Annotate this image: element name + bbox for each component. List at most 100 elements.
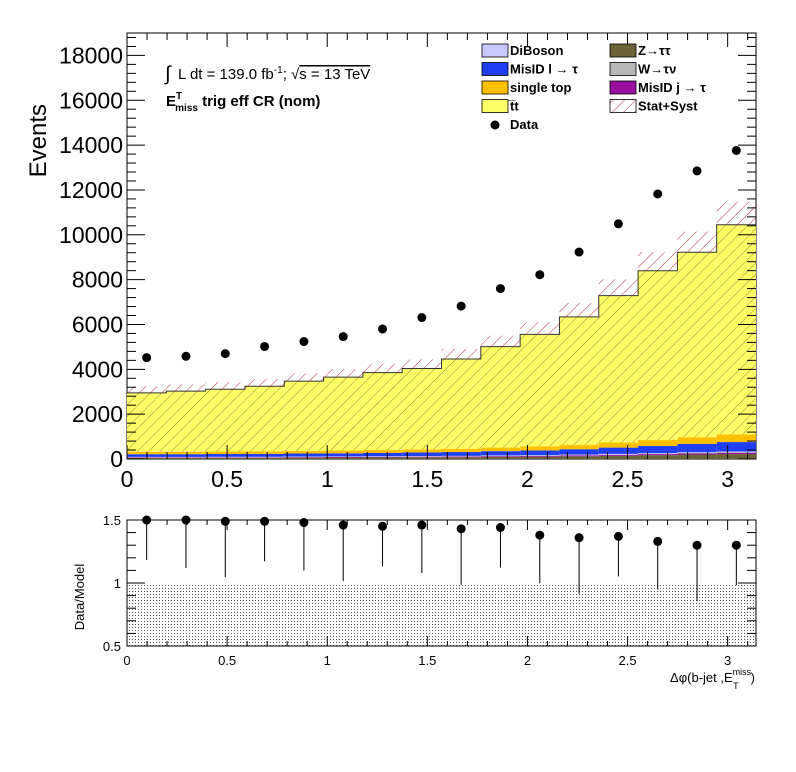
ratio-point-7: [417, 520, 427, 530]
bar-0-6: [362, 457, 403, 459]
data-point-6: [378, 324, 388, 334]
bar-1-6: [362, 456, 403, 458]
bar-0-13: [638, 455, 678, 459]
ratio-ytick-label-1: 1: [114, 576, 121, 591]
bar-0-7: [402, 457, 442, 459]
bar-0-4: [284, 457, 324, 459]
model-hatch-14: [677, 252, 717, 438]
model-hatch-3: [244, 386, 285, 452]
model-hatch-1: [166, 391, 206, 452]
data-point-4: [299, 337, 309, 347]
bar-3-12: [598, 453, 639, 455]
unc-band-12: [598, 279, 639, 296]
model-hatch-4: [284, 381, 324, 451]
bar-1-12: [598, 454, 639, 456]
ratio-xtick-label-3: 1.5: [418, 653, 436, 668]
ratio-xtick-label-2: 1: [324, 653, 331, 668]
legend-label-3: W→τν: [638, 62, 676, 77]
bar-0-1: [166, 457, 206, 459]
data-point-2: [220, 349, 230, 359]
ratio-pad: 0.511.5 0 0.5 1 1.5 2 2.5 3 Data/Model Δφ(b-je…: [72, 513, 757, 691]
legend-label-2: MisID l → τ: [510, 62, 578, 77]
bar-5-15: [716, 434, 756, 443]
ratio-xtick-label-4: 2: [524, 653, 531, 668]
ratio-point-9: [495, 523, 505, 533]
bar-4-5: [323, 453, 363, 457]
data-point-9: [495, 284, 505, 294]
region-sub: miss: [175, 103, 198, 114]
bar-0-3: [244, 457, 285, 459]
bar-4-2: [205, 453, 245, 457]
ratio-point-1: [181, 515, 191, 525]
bar-4-12: [598, 447, 639, 454]
bar-1-9: [480, 456, 521, 457]
ytick-label-6: 12000: [59, 177, 123, 203]
ratio-point-11: [574, 533, 584, 543]
unc-band-9: [480, 335, 521, 347]
ratio-uncertainty-band: [127, 583, 756, 646]
legend-label-6: t̅t: [508, 99, 519, 114]
bar-4-9: [480, 451, 521, 456]
model-hatch-13: [638, 270, 678, 441]
data-point-8: [456, 301, 466, 311]
legend: DiBoson Z→ττ MisID l → τ W→τν single top MisI…: [481, 43, 706, 132]
bar-0-15: [716, 454, 756, 459]
data-point-1: [181, 351, 191, 361]
bar-4-13: [638, 445, 678, 454]
bar-0-11: [559, 456, 599, 459]
data-point-11: [574, 247, 584, 257]
ratio-xtick-label-6: 3: [724, 653, 731, 668]
data-point-10: [535, 270, 545, 280]
bar-5-2: [205, 451, 245, 454]
model-hatch-2: [205, 389, 245, 452]
ytick-label-3: 6000: [72, 311, 123, 337]
model-hatch-12: [598, 295, 639, 443]
annotation-lumi: ∫ L dt = 139.0 fb-1; √s = 13 TeV ET miss …: [164, 63, 370, 114]
bar-1-14: [677, 453, 717, 455]
ytick-label-7: 14000: [59, 132, 123, 158]
model-hatch-7: [402, 368, 442, 450]
bar-5-5: [323, 450, 363, 454]
bar-5-10: [520, 446, 560, 451]
legend-label-1: Z→ττ: [638, 43, 671, 58]
bar-5-3: [244, 451, 285, 454]
legend-label-4: single top: [510, 80, 571, 95]
ratio-point-6: [378, 521, 388, 531]
data-point-7: [417, 313, 427, 323]
ratio-point-14: [692, 540, 702, 550]
bar-5-12: [598, 442, 639, 448]
x-axis-ticks: 0 0.5 1 1.5 2 2.5 3: [121, 33, 749, 492]
ratio-point-3: [260, 516, 270, 526]
ratio-y-ticks: 0.5 1 1.5: [103, 513, 756, 654]
xtick-label-0: 0: [121, 466, 134, 492]
bar-5-4: [284, 450, 324, 454]
bar-5-6: [362, 449, 403, 453]
data-points: [142, 145, 741, 363]
ytick-label-0: 0: [110, 446, 123, 472]
ratio-ytick-label-0: 0.5: [103, 639, 121, 654]
bar-1-15: [716, 452, 756, 455]
data-point-14: [692, 166, 702, 176]
main-pad: 0 2000 4000 6000 8000 10000 12000 14000 16000 180…: [25, 32, 757, 492]
unc-band-14: [677, 231, 717, 253]
ratio-point-12: [613, 531, 623, 541]
legend-marker-2: [481, 62, 509, 76]
ratio-xtick-label-5: 2.5: [619, 653, 637, 668]
xlabel-end: ): [751, 670, 755, 685]
integral-symbol: ∫: [164, 63, 172, 85]
model-hatch-15: [716, 224, 756, 435]
bar-0-5: [323, 457, 363, 459]
legend-marker-6: [481, 99, 509, 113]
model-hatch-0: [127, 392, 167, 452]
bar-4-3: [244, 453, 285, 457]
region-rest: trig eff CR (nom): [198, 93, 320, 110]
legend-label-8: Data: [510, 117, 539, 132]
legend-label-7: Stat+Syst: [638, 99, 698, 114]
ratio-x-ticks: 0 0.5 1 1.5 2 2.5 3: [123, 520, 749, 668]
bar-4-15: [716, 442, 756, 452]
unc-band-5: [323, 369, 363, 378]
ratio-point-5: [338, 520, 348, 530]
xlabel-sup: miss: [733, 667, 752, 677]
unc-band-1: [166, 384, 206, 392]
